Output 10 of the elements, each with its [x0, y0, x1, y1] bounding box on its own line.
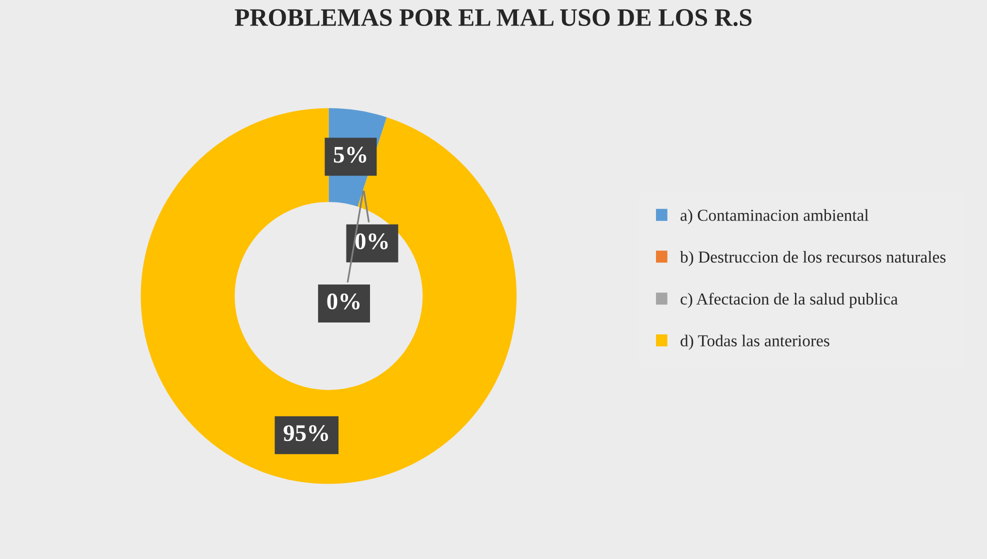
- legend-label: a) Contaminacion ambiental: [680, 209, 869, 224]
- text: 0%: [327, 293, 360, 310]
- legend-label: b) Destruccion de los recursos naturales: [680, 250, 946, 266]
- chart-title: PROBLEMAS POR EL MAL USO DE LOS R.S: [234, 9, 752, 26]
- legend-label: d) Todas las anteriores: [680, 334, 830, 350]
- legend-label: c) Afectacion de la salud publica: [680, 292, 898, 308]
- text: 0%: [355, 233, 388, 250]
- data-label: 95%: [284, 425, 328, 442]
- data-label: 5%: [334, 146, 366, 163]
- donut-slice: [140, 108, 517, 484]
